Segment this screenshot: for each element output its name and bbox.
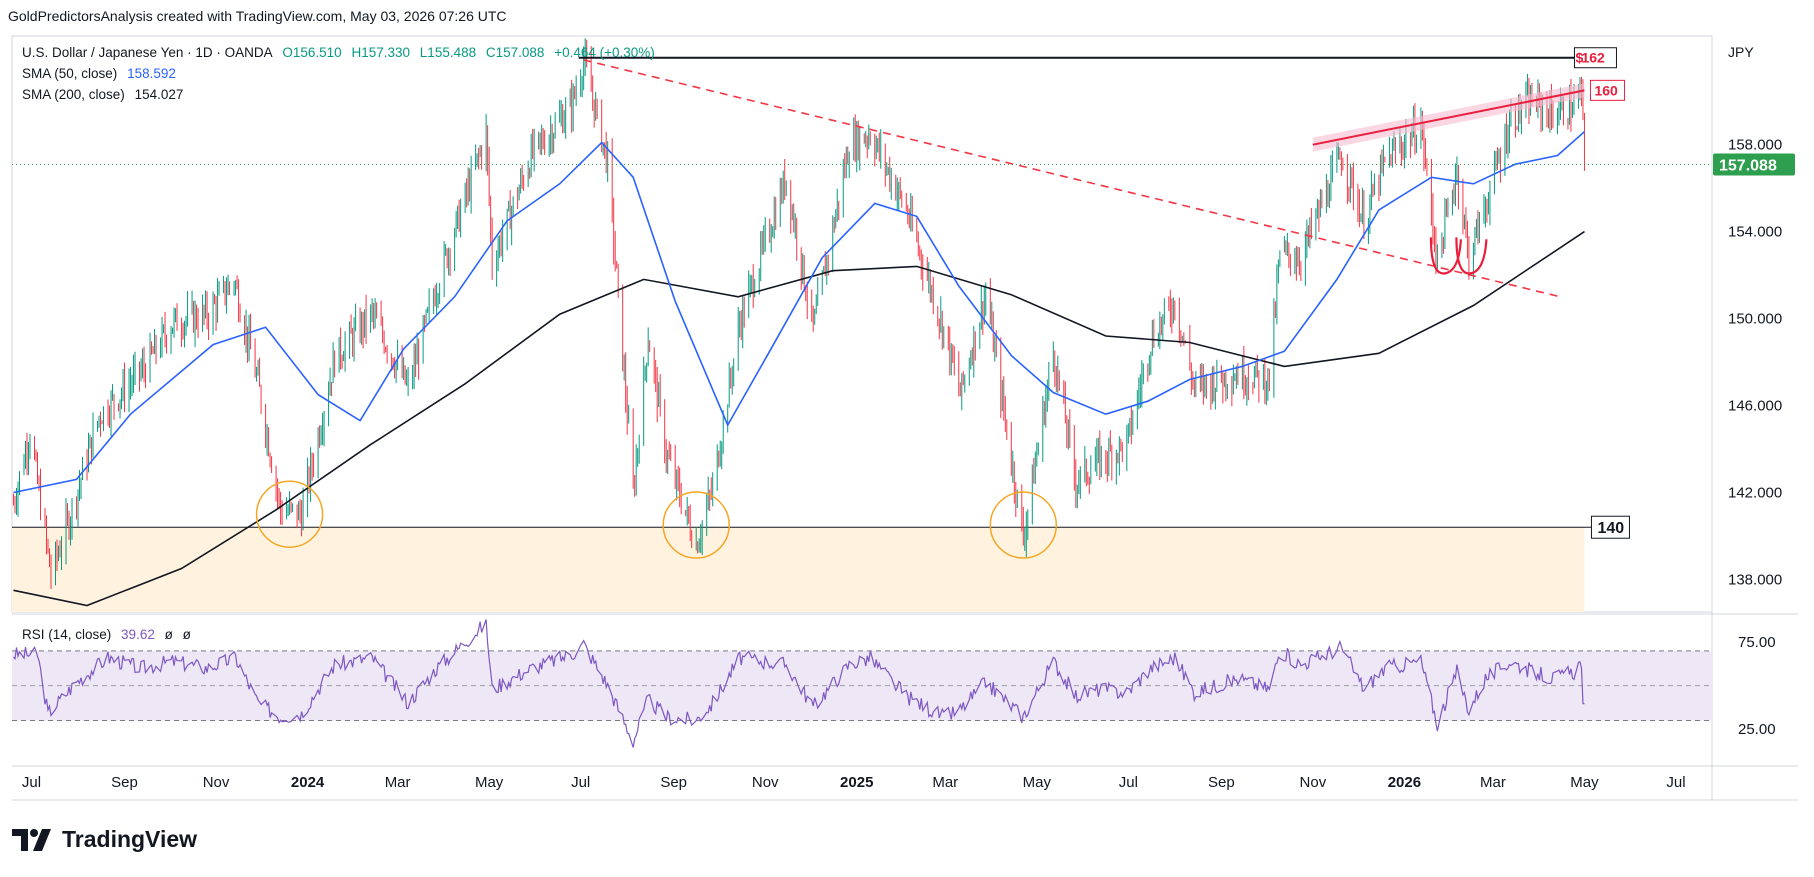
- price-tick-label: 154.000: [1728, 224, 1782, 241]
- time-tick-label: 2026: [1388, 774, 1421, 791]
- symbol-legend[interactable]: U.S. Dollar / Japanese Yen · 1D · OANDA …: [22, 45, 661, 60]
- price-tick-label: 150.000: [1728, 311, 1782, 328]
- label-162-box: [1573, 47, 1617, 69]
- double-bottom-arc: [1455, 237, 1488, 275]
- dashed-trendline: [583, 59, 1561, 298]
- rsi-tick-label: 75.00: [1738, 634, 1776, 651]
- rsi-line: [13, 619, 1585, 748]
- time-tick-label: Jul: [571, 774, 590, 791]
- label-160: 160: [1594, 82, 1618, 98]
- tradingview-brand[interactable]: TradingView: [12, 826, 197, 853]
- chart-credit: GoldPredictorsAnalysis created with Trad…: [8, 8, 507, 24]
- time-tick-label: Nov: [1300, 774, 1327, 791]
- time-tick-label: Sep: [1208, 774, 1235, 791]
- label-162: 162: [1581, 50, 1605, 66]
- time-tick-label: 2024: [291, 774, 325, 791]
- time-tick-label: Sep: [111, 774, 138, 791]
- rsi-legend[interactable]: RSI (14, close) 39.62 ø ø: [22, 627, 197, 642]
- rsi-value: 39.62: [121, 627, 155, 642]
- sma50-label: SMA (50, close): [22, 66, 118, 81]
- tradingview-wordmark: TradingView: [62, 826, 198, 852]
- candles-group: [13, 38, 1585, 589]
- rsi-extra-1: ø: [164, 627, 173, 642]
- rsi-tick-label: 25.00: [1738, 721, 1776, 738]
- resistance-160-line: [1312, 89, 1585, 146]
- ohlc-high: H157.330: [351, 45, 411, 60]
- ohlc-low: L155.488: [419, 45, 477, 60]
- time-tick-label: Jul: [22, 774, 41, 791]
- time-tick-label: May: [1570, 774, 1599, 791]
- time-tick-label: Mar: [1480, 774, 1506, 791]
- price-tick-label: 158.000: [1728, 137, 1782, 154]
- time-tick-label: Sep: [660, 774, 687, 791]
- last-price-badge: [1713, 153, 1795, 176]
- time-tick-label: Mar: [932, 774, 958, 791]
- sma200-label: SMA (200, close): [22, 87, 125, 102]
- sma200-line: [13, 230, 1585, 607]
- support-circle: [662, 491, 730, 559]
- rsi-label: RSI (14, close): [22, 627, 112, 642]
- sma50-line: [13, 131, 1586, 494]
- support-zone: [12, 527, 1585, 612]
- time-tick-label: Nov: [752, 774, 779, 791]
- price-tick-label: 146.000: [1728, 398, 1782, 415]
- sma50-legend[interactable]: SMA (50, close) 158.592: [22, 66, 182, 81]
- time-tick-label: Nov: [203, 774, 230, 791]
- price-tick-label: 138.000: [1728, 571, 1782, 588]
- sma50-value: 158.592: [127, 66, 176, 81]
- tradingview-logo-icon: [12, 828, 51, 851]
- support-circle: [989, 491, 1058, 559]
- ohlc-open: O156.510: [282, 45, 342, 60]
- currency-label[interactable]: JPY: [1728, 44, 1754, 60]
- last-price-label: 157.088: [1719, 158, 1777, 175]
- label-160-box: [1589, 79, 1625, 101]
- sma200-legend[interactable]: SMA (200, close) 154.027: [22, 87, 189, 102]
- rsi-extra-2: ø: [182, 627, 191, 642]
- ohlc-close: C157.088: [485, 45, 545, 60]
- double-bottom-arc: [1429, 237, 1463, 275]
- time-tick-label: Jul: [1666, 774, 1685, 791]
- price-tick-label: 142.000: [1728, 484, 1782, 501]
- label-140-box: [1590, 515, 1630, 539]
- time-tick-label: May: [475, 774, 504, 791]
- time-tick-label: May: [1023, 774, 1052, 791]
- time-tick-label: Jul: [1119, 774, 1138, 791]
- time-tick-label: 2025: [840, 774, 873, 791]
- time-tick-label: Mar: [385, 774, 411, 791]
- label-162-dollar: $: [1575, 50, 1583, 66]
- label-140: 140: [1597, 520, 1624, 537]
- ohlc-change: +0.464 (+0.30%): [554, 45, 655, 60]
- symbol-name: U.S. Dollar / Japanese Yen · 1D · OANDA: [22, 45, 273, 60]
- sma200-value: 154.027: [134, 87, 184, 102]
- support-circle: [255, 480, 324, 548]
